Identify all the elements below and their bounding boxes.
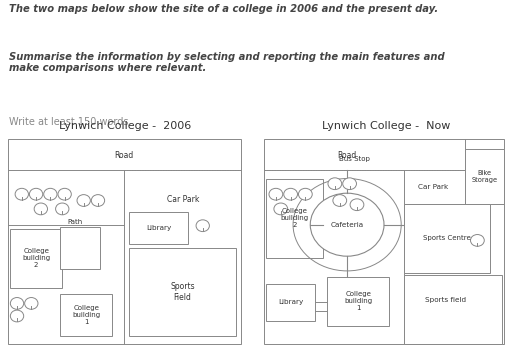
Circle shape	[25, 298, 38, 309]
Circle shape	[10, 298, 24, 309]
Circle shape	[471, 234, 484, 246]
Circle shape	[58, 188, 71, 200]
Text: College
building
2: College building 2	[280, 208, 308, 229]
Text: Car Park: Car Park	[167, 195, 200, 204]
Bar	[403, 275, 502, 344]
Text: Car Park: Car Park	[418, 184, 449, 190]
Circle shape	[343, 178, 356, 190]
Text: Write at least 150 words.: Write at least 150 words.	[9, 117, 132, 127]
Text: Sports field: Sports field	[425, 297, 466, 303]
Bar	[266, 284, 315, 321]
Text: Library: Library	[146, 225, 172, 231]
Circle shape	[269, 188, 283, 200]
Circle shape	[328, 178, 342, 190]
Circle shape	[29, 188, 42, 200]
Bar	[60, 227, 100, 269]
Text: Cafeteria: Cafeteria	[331, 222, 364, 228]
Circle shape	[196, 220, 209, 232]
Circle shape	[10, 310, 24, 322]
Text: Bus Stop: Bus Stop	[339, 155, 370, 162]
Circle shape	[350, 199, 364, 211]
Text: The two maps below show the site of a college in 2006 and the present day.: The two maps below show the site of a co…	[9, 4, 438, 14]
Text: Sports
Field: Sports Field	[170, 282, 195, 302]
Text: Summarise the information by selecting and reporting the main features and
make : Summarise the information by selecting a…	[9, 52, 445, 74]
Bar	[403, 204, 489, 273]
Circle shape	[91, 195, 104, 206]
Bar	[465, 149, 504, 204]
Circle shape	[310, 193, 384, 256]
Circle shape	[44, 188, 57, 200]
Circle shape	[34, 203, 48, 215]
Text: Road: Road	[337, 151, 357, 160]
Text: Path: Path	[67, 218, 82, 225]
Text: Lynwich College -  Now: Lynwich College - Now	[323, 121, 451, 131]
Bar	[10, 229, 62, 288]
Circle shape	[284, 188, 297, 200]
Bar	[129, 212, 188, 244]
Circle shape	[298, 188, 312, 200]
Circle shape	[15, 188, 29, 200]
Circle shape	[274, 203, 288, 215]
Bar	[129, 248, 236, 336]
Bar	[60, 294, 112, 336]
Text: Lynwich College -  2006: Lynwich College - 2006	[59, 121, 191, 131]
Circle shape	[77, 195, 90, 206]
Circle shape	[333, 195, 347, 206]
Text: College
building
1: College building 1	[72, 305, 100, 325]
Text: College
building
1: College building 1	[344, 291, 372, 312]
Bar	[266, 178, 323, 258]
Text: College
building
2: College building 2	[22, 248, 50, 268]
Bar	[328, 277, 389, 326]
Text: Road: Road	[115, 151, 134, 160]
Text: Sports Centre: Sports Centre	[423, 235, 471, 241]
Circle shape	[56, 203, 69, 215]
Text: Library: Library	[278, 299, 303, 306]
Text: Bike
Storage: Bike Storage	[472, 170, 498, 183]
